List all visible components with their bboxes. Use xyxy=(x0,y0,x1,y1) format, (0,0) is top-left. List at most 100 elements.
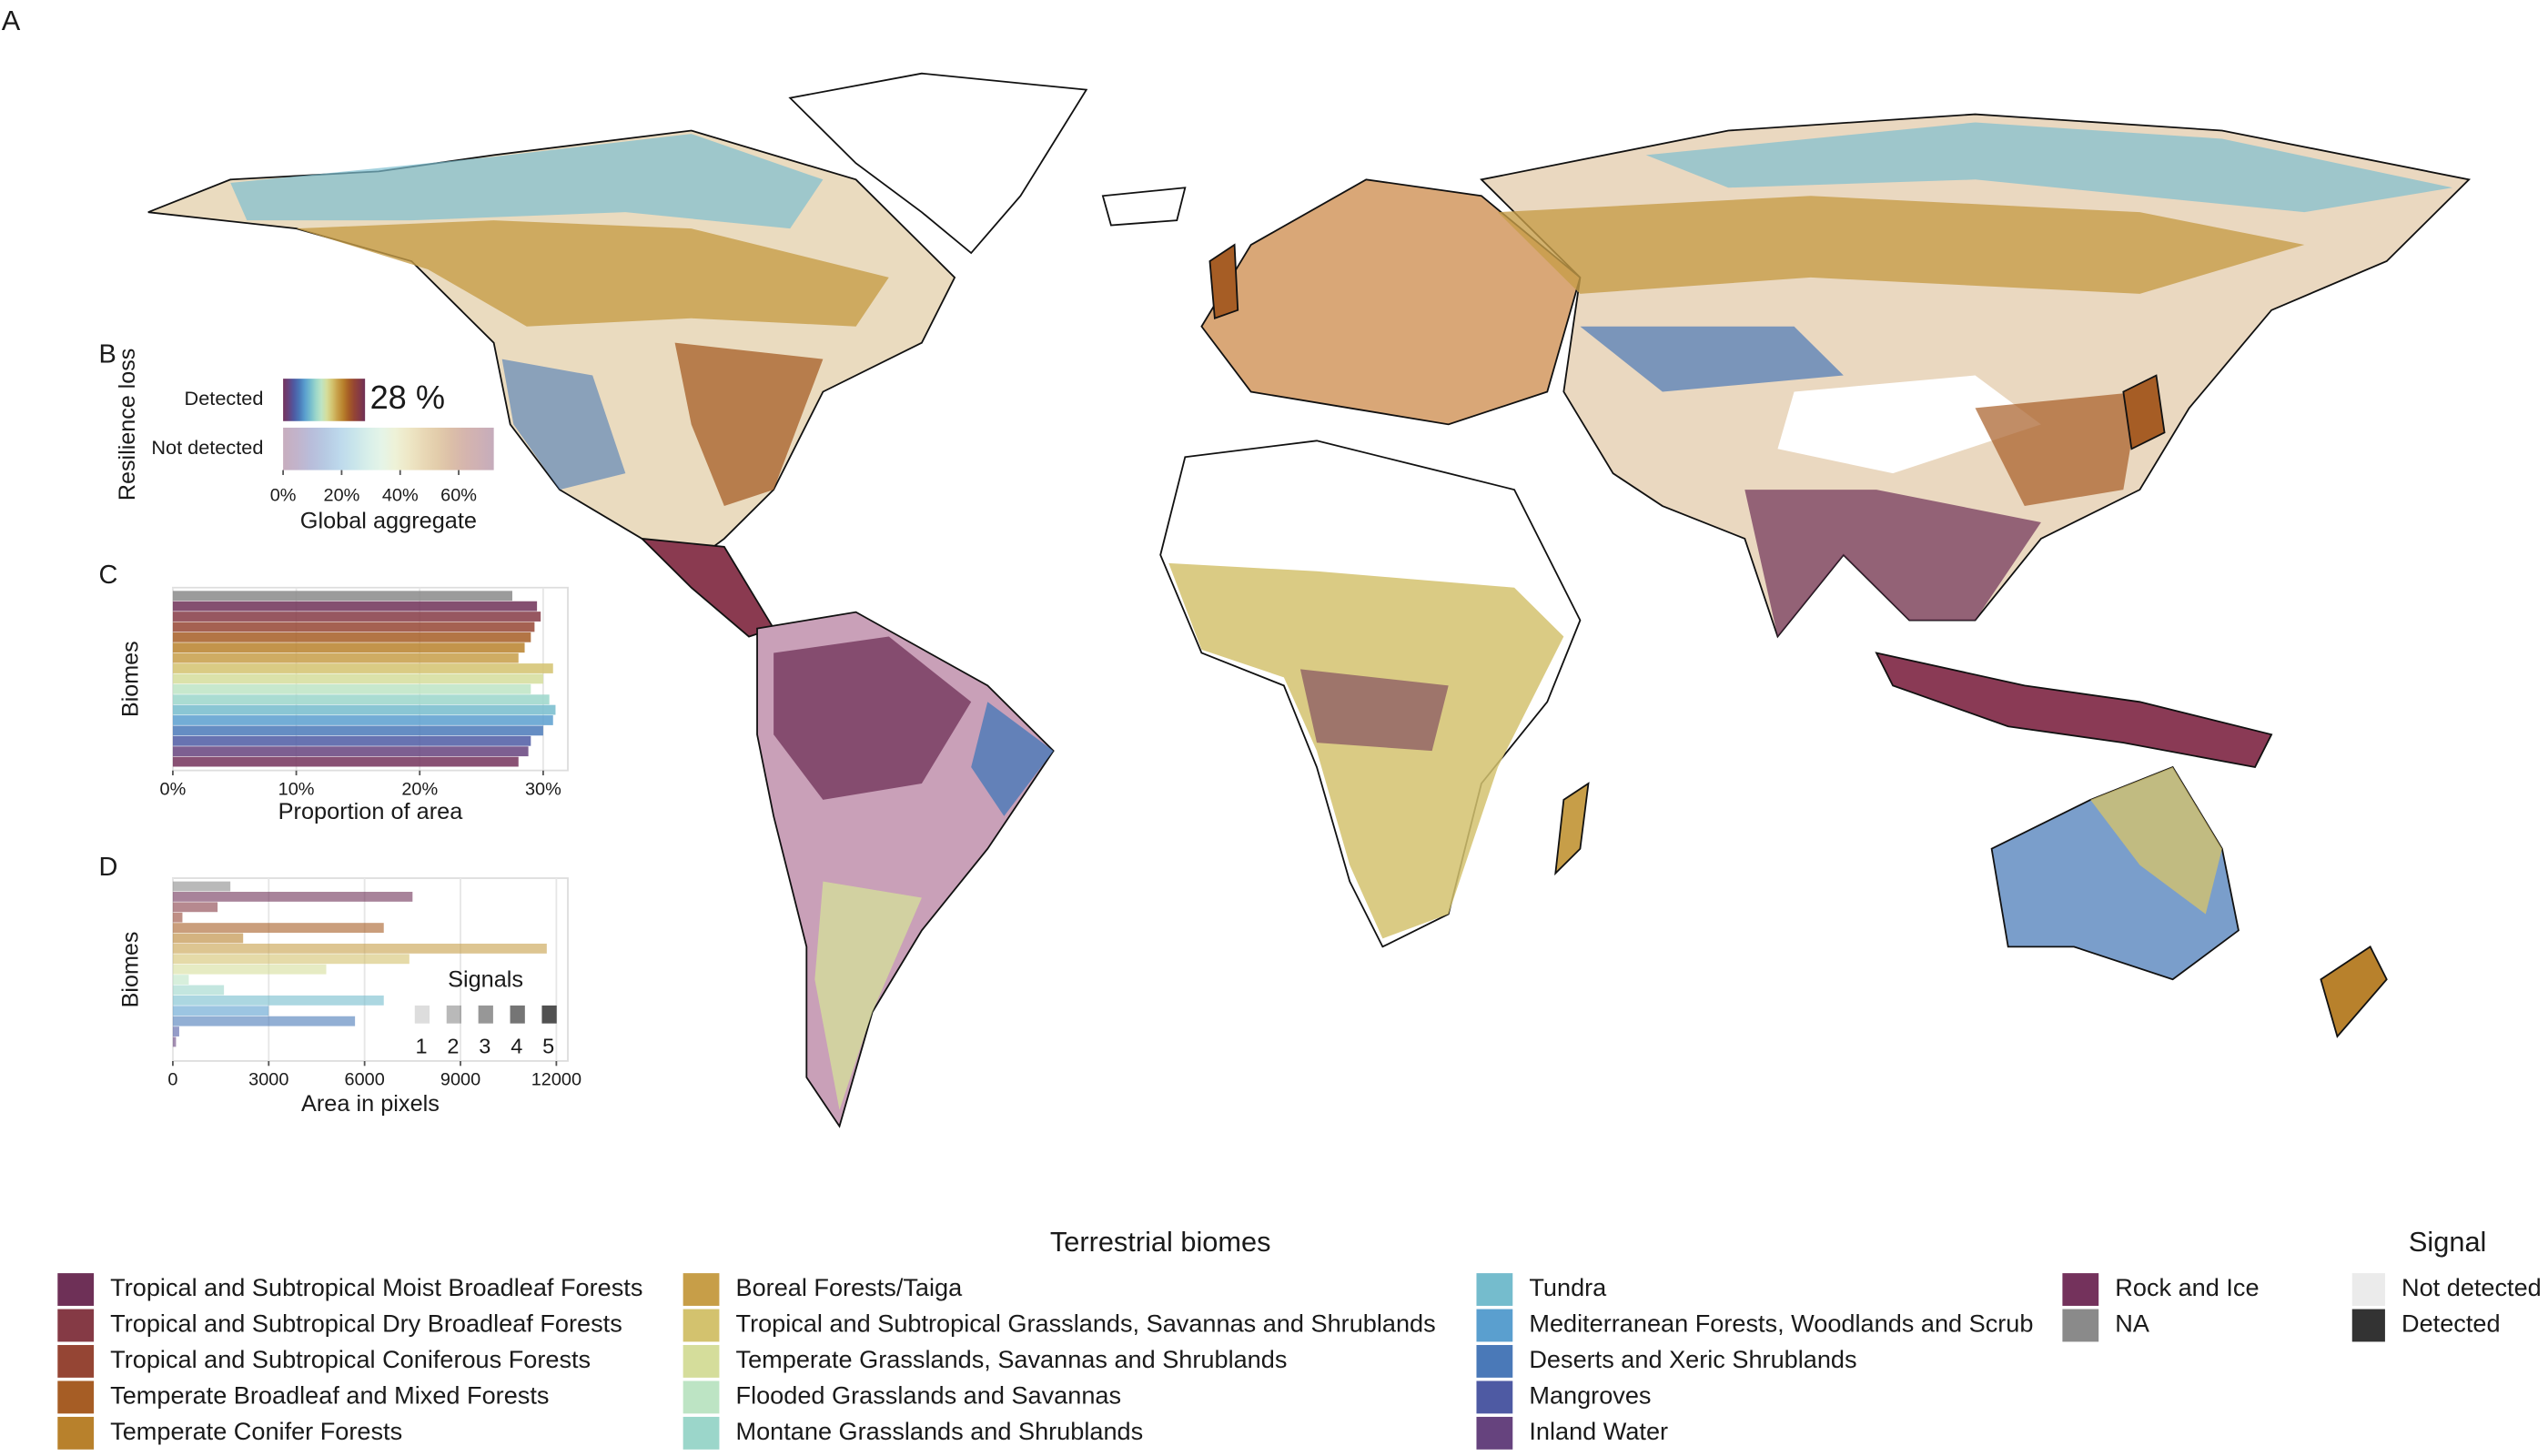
australia-savanna xyxy=(2090,767,2222,915)
x-tick-label: 9000 xyxy=(440,1070,480,1090)
legend-swatch xyxy=(682,1309,720,1342)
caatinga-region xyxy=(971,702,1054,816)
bar xyxy=(172,881,231,892)
china-forest xyxy=(1975,391,2140,507)
legend-swatch xyxy=(57,1345,95,1378)
indonesia xyxy=(1875,652,2273,769)
legend-swatch xyxy=(57,1309,95,1342)
x-tick-label: 6000 xyxy=(345,1070,385,1090)
legend-swatch xyxy=(510,1005,525,1024)
tibet-blank xyxy=(1777,375,2041,474)
legend-swatch xyxy=(1476,1345,1513,1378)
bar xyxy=(172,912,183,923)
row-label: Not detected xyxy=(151,436,263,459)
legend-swatch xyxy=(1476,1309,1513,1342)
desert-region xyxy=(501,359,626,490)
bar xyxy=(172,642,525,653)
y-axis-label: Biomes xyxy=(117,641,143,717)
legend-swatch xyxy=(2351,1309,2385,1342)
y-axis-label: Biomes xyxy=(117,932,143,1008)
bar xyxy=(172,715,553,725)
panel-label: B xyxy=(99,340,116,369)
signal-legend: Signal Not detected Detected xyxy=(2351,1227,2542,1342)
bar xyxy=(283,379,366,421)
bar xyxy=(172,1036,177,1047)
legend-swatch xyxy=(478,1005,493,1024)
bar xyxy=(172,622,535,632)
x-tick-label: 20% xyxy=(401,779,438,799)
madagascar xyxy=(1554,782,1590,876)
legend-label: 1 xyxy=(416,1035,428,1058)
legend-swatch xyxy=(1476,1380,1513,1414)
greenland xyxy=(788,72,1088,255)
x-tick-label: 20% xyxy=(324,486,360,506)
legend-swatch xyxy=(2062,1273,2099,1306)
legend-swatch xyxy=(446,1005,462,1024)
bar xyxy=(172,975,189,985)
legend-label: Deserts and Xeric Shrublands xyxy=(1529,1346,1856,1373)
legend-label: Tropical and Subtropical Grasslands, Sav… xyxy=(736,1310,1436,1338)
legend-swatch xyxy=(682,1416,720,1450)
x-tick-label: 0% xyxy=(270,486,297,506)
bar xyxy=(172,995,384,1006)
legend-label: 5 xyxy=(542,1035,554,1058)
bar xyxy=(172,923,384,934)
legend-label: Montane Grasslands and Shrublands xyxy=(736,1418,1144,1445)
temperate-region xyxy=(674,342,824,507)
legend-swatch xyxy=(2351,1273,2385,1306)
biome-legend: Terrestrial biomes Tropical and Subtropi… xyxy=(57,1227,2260,1450)
bar xyxy=(172,673,543,684)
legend-label: Temperate Broadleaf and Mixed Forests xyxy=(110,1382,549,1410)
britain xyxy=(1208,243,1239,320)
bar xyxy=(172,954,410,965)
legend-label: Rock and Ice xyxy=(2115,1274,2259,1301)
legend-label: NA xyxy=(2115,1310,2149,1338)
legend-label: 3 xyxy=(479,1035,490,1058)
bar xyxy=(172,683,531,694)
japan xyxy=(2122,374,2166,450)
bar xyxy=(172,601,538,612)
europe xyxy=(1200,178,1582,426)
legend-swatch xyxy=(57,1273,95,1306)
bar xyxy=(172,652,519,663)
bar xyxy=(172,694,550,705)
legend-label: Mangroves xyxy=(1529,1382,1651,1410)
legend-label: Not detected xyxy=(2401,1274,2542,1301)
y-axis-label: Resilience loss xyxy=(115,349,140,500)
bar xyxy=(172,933,244,944)
bar xyxy=(283,427,494,470)
world-map xyxy=(147,72,2472,1128)
legend-swatch xyxy=(57,1380,95,1414)
legend-label: Mediterranean Forests, Woodlands and Scr… xyxy=(1529,1310,2033,1338)
bar xyxy=(172,632,531,642)
legend-label: Tropical and Subtropical Coniferous Fore… xyxy=(110,1346,591,1373)
panel-label: C xyxy=(99,561,118,590)
x-tick-label: 0% xyxy=(160,779,187,799)
legend-swatch xyxy=(1476,1273,1513,1306)
x-tick-label: 3000 xyxy=(248,1070,288,1090)
bar xyxy=(172,1026,179,1036)
savanna-region xyxy=(1168,562,1564,939)
panel-label: D xyxy=(99,853,118,882)
x-tick-label: 0 xyxy=(167,1070,177,1090)
legend-label: Tropical and Subtropical Dry Broadleaf F… xyxy=(110,1310,622,1338)
legend-swatch xyxy=(2062,1309,2099,1342)
iceland xyxy=(1101,187,1187,227)
legend-swatch xyxy=(414,1005,430,1024)
bar xyxy=(172,1006,269,1016)
central-america xyxy=(639,537,775,638)
taiga-region xyxy=(1497,196,2305,294)
bar xyxy=(172,612,541,622)
bar xyxy=(172,735,531,746)
bar xyxy=(172,1016,356,1026)
bar xyxy=(172,902,218,913)
legend-title: Terrestrial biomes xyxy=(1050,1227,1271,1258)
siberia-tundra xyxy=(1645,122,2453,213)
x-tick-label: 12000 xyxy=(531,1070,581,1090)
legend-swatch xyxy=(541,1005,557,1024)
legend-label: Temperate Conifer Forests xyxy=(110,1418,402,1445)
x-axis-label: Area in pixels xyxy=(301,1091,440,1117)
bar xyxy=(172,943,547,954)
x-tick-label: 30% xyxy=(525,779,561,799)
